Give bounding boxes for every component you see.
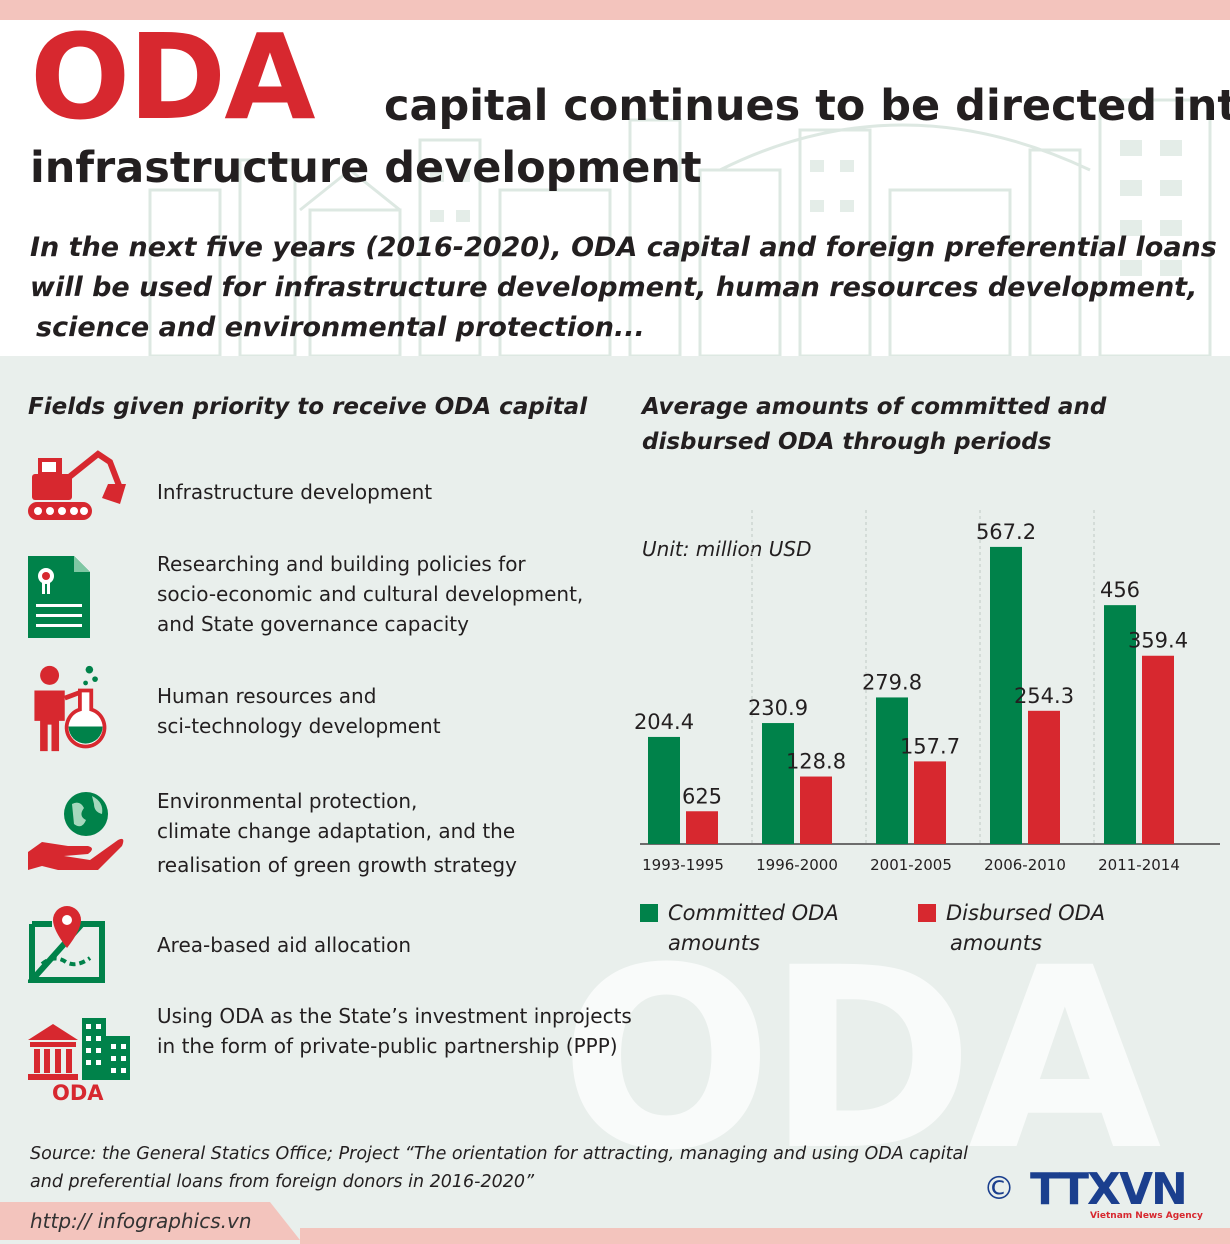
field-item-label: Researching and building policies for xyxy=(157,552,526,576)
x-tick-label: 2001-2005 xyxy=(870,856,952,874)
bar-disbursed xyxy=(1142,655,1174,844)
site-url-link[interactable]: http:// infographics.vn xyxy=(30,1209,252,1233)
copyright-icon: © xyxy=(983,1169,1015,1207)
bar-value-label: 567.2 xyxy=(976,520,1036,544)
intro-line: will be used for infrastructure developm… xyxy=(30,272,1198,303)
map-pin-icon xyxy=(28,906,105,983)
top-band xyxy=(0,0,1230,20)
bar-value-label: 204.4 xyxy=(634,710,694,734)
legend-swatch-green xyxy=(640,904,658,922)
field-item-label: socio-economic and cultural development, xyxy=(157,582,584,606)
field-item-label: Infrastructure development xyxy=(157,480,433,504)
ttxvn-logo: TTXVN Vietnam News Agency xyxy=(1030,1164,1203,1224)
excavator-icon xyxy=(28,450,126,520)
bar-value-label: 456 xyxy=(1100,578,1140,602)
field-item-label: in the form of private-public partnershi… xyxy=(157,1034,618,1058)
bar-disbursed xyxy=(914,761,946,844)
ppp-icon-label: ODA xyxy=(52,1081,104,1105)
bottom-band xyxy=(300,1228,1230,1244)
bar-value-label: 254.3 xyxy=(1014,684,1074,708)
intro-line: In the next five years (2016-2020), ODA … xyxy=(30,232,1217,263)
field-item-label: Area-based aid allocation xyxy=(157,933,412,957)
legend-label: Committed ODA xyxy=(668,901,839,925)
bar-committed xyxy=(762,723,794,844)
scientist-flask-icon xyxy=(34,665,107,752)
field-item-environment: Environmental protection, climate change… xyxy=(157,786,517,880)
chart-title-line: disbursed ODA through periods xyxy=(642,429,1052,455)
intro-line: science and environmental protection... xyxy=(36,312,645,343)
source-line: and preferential loans from foreign dono… xyxy=(30,1172,535,1192)
field-item-ppp: Using ODA as the State’s investment inpr… xyxy=(157,1001,632,1061)
field-item-label: sci-technology development xyxy=(157,714,441,738)
bar-committed xyxy=(1104,605,1136,844)
bar-disbursed xyxy=(686,811,718,844)
city-skyline-illustration xyxy=(148,98,1212,356)
chart-title-line: Average amounts of committed and xyxy=(642,394,1107,420)
bar-committed xyxy=(990,546,1022,844)
url-tab xyxy=(0,1202,300,1240)
bar-committed xyxy=(876,697,908,844)
bar-disbursed xyxy=(1028,710,1060,844)
x-tick-label: 2011-2014 xyxy=(1098,856,1180,874)
field-item-label: Using ODA as the State’s investment inpr… xyxy=(157,1004,632,1028)
document-certificate-icon xyxy=(28,556,90,638)
bar-value-label: 157.7 xyxy=(900,734,960,758)
field-item-policies: Researching and building policies for so… xyxy=(157,549,583,639)
bar-disbursed xyxy=(800,776,832,844)
bar-committed xyxy=(648,736,680,844)
bar-value-label: 128.8 xyxy=(786,750,846,774)
title-line-2: infrastructure development xyxy=(30,143,702,193)
intro-text: In the next five years (2016-2020), ODA … xyxy=(30,228,1217,348)
hero-header xyxy=(0,20,1230,356)
fields-section-title: Fields given priority to receive ODA cap… xyxy=(28,394,588,420)
chart-unit: Unit: million USD xyxy=(642,537,812,561)
x-tick-label: 1993-1995 xyxy=(642,856,724,874)
field-item-label: Environmental protection, xyxy=(157,789,418,813)
bar-value-label: 279.8 xyxy=(862,670,922,694)
logo-text: TTXVN xyxy=(1030,1164,1188,1215)
government-buildings-icon xyxy=(28,1018,130,1080)
field-item-infrastructure: Infrastructure development xyxy=(157,477,432,507)
legend-label: amounts xyxy=(668,931,760,955)
source-note: Source: the General Statics Office; Proj… xyxy=(30,1140,968,1196)
field-item-label: realisation of green growth strategy xyxy=(157,853,517,877)
title-highlight: ODA xyxy=(30,8,316,146)
source-line: Source: the General Statics Office; Proj… xyxy=(30,1144,969,1164)
x-tick-label: 1996-2000 xyxy=(756,856,838,874)
bar-value-label: 359.4 xyxy=(1128,629,1188,653)
logo-subtext: Vietnam News Agency xyxy=(1090,1211,1203,1221)
bar-value-label: 230.9 xyxy=(748,696,808,720)
field-item-label: Human resources and xyxy=(157,684,377,708)
title-line-1: capital continues to be directed into xyxy=(384,81,1230,131)
legend-label: Disbursed ODA xyxy=(946,901,1106,925)
oda-watermark: ODA xyxy=(560,914,1162,1205)
bar-value-label: 625 xyxy=(682,784,722,808)
legend-swatch-red xyxy=(918,904,936,922)
x-tick-label: 2006-2010 xyxy=(984,856,1066,874)
field-item-label: and State governance capacity xyxy=(157,612,469,636)
globe-in-hand-icon xyxy=(28,792,124,870)
chart-title: Average amounts of committed and disburs… xyxy=(642,390,1106,460)
legend-label: amounts xyxy=(950,931,1042,955)
field-item-human-resources: Human resources and sci-technology devel… xyxy=(157,681,441,741)
field-item-area-based: Area-based aid allocation xyxy=(157,930,411,960)
oda-bar-chart: 204.4 625 1993-1995 230.9 128.8 1996-2000 279.… xyxy=(634,510,1220,874)
field-item-label: climate change adaptation, and the xyxy=(157,819,516,843)
